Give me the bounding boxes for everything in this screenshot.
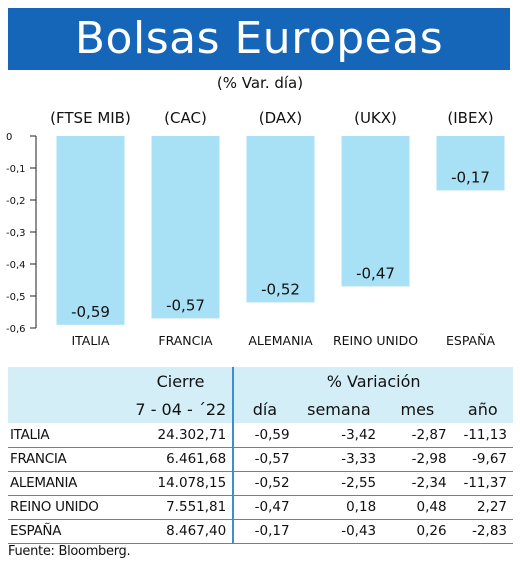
bar-value-label: -0,57	[166, 296, 205, 314]
table-row: REINO UNIDO 7.551,81 -0,47 0,18 0,48 2,2…	[8, 495, 513, 520]
bar-value-label: -0,17	[451, 168, 490, 186]
bar-value-label: -0,59	[71, 303, 110, 321]
bar	[56, 136, 125, 325]
row-country: REINO UNIDO	[8, 495, 129, 520]
y-tick-label: -0,4	[6, 260, 26, 271]
table-subheader-row: 7 - 04 - ´22 día semana mes año	[8, 395, 513, 423]
bar	[246, 136, 315, 303]
row-semana: -3,42	[295, 423, 383, 448]
header-cierre: Cierre	[128, 367, 234, 395]
row-cierre: 8.467,40	[128, 519, 234, 544]
row-dia: -0,59	[232, 423, 296, 448]
table-row: ITALIA 24.302,71 -0,59 -3,42 -2,87 -11,1…	[8, 423, 513, 448]
row-semana: -0,43	[295, 519, 383, 544]
category-label: REINO UNIDO	[333, 333, 418, 348]
row-dia: -0,57	[232, 447, 296, 472]
header-dia: día	[232, 395, 296, 423]
y-tick-label: 0	[6, 132, 12, 143]
row-anio: -9,67	[452, 447, 513, 472]
row-anio: -2,83	[452, 519, 513, 544]
stock-table: Cierre % Variación 7 - 04 - ´22 día sema…	[8, 367, 513, 544]
chart-title-banner: Bolsas Europeas	[8, 8, 510, 70]
chart-subtitle: (% Var. día)	[216, 74, 304, 92]
table-row: ALEMANIA 14.078,15 -0,52 -2,55 -2,34 -11…	[8, 471, 513, 496]
index-label: (UKX)	[354, 109, 397, 127]
row-mes: 0,48	[382, 495, 453, 520]
row-dia: -0,17	[232, 519, 296, 544]
row-mes: -2,98	[382, 447, 453, 472]
y-tick-label: -0,5	[6, 292, 26, 303]
header-anio: año	[452, 395, 513, 423]
header-date: 7 - 04 - ´22	[128, 395, 234, 423]
row-cierre: 14.078,15	[128, 471, 234, 496]
row-semana: 0,18	[295, 495, 383, 520]
row-cierre: 24.302,71	[128, 423, 234, 448]
y-tick-label: -0,6	[6, 324, 26, 335]
bar-value-label: -0,52	[261, 280, 300, 298]
row-country: ESPAÑA	[8, 519, 129, 544]
category-label: FRANCIA	[158, 333, 213, 348]
index-label: (DAX)	[259, 109, 303, 127]
bar-chart: 0 -0,1 -0,2 -0,3 -0,4 -0,5 -0,6 (FTSE MIB) -0,59…	[6, 109, 505, 348]
row-cierre: 6.461,68	[128, 447, 234, 472]
row-mes: 0,26	[382, 519, 453, 544]
y-tick-label: -0,1	[6, 164, 26, 175]
index-label: (FTSE MIB)	[50, 109, 131, 127]
row-dia: -0,47	[232, 495, 296, 520]
table-corner-2	[8, 395, 129, 423]
table-row: FRANCIA 6.461,68 -0,57 -3,33 -2,98 -9,67	[8, 447, 513, 472]
row-country: FRANCIA	[8, 447, 129, 472]
y-tick-label: -0,2	[6, 196, 26, 207]
row-country: ITALIA	[8, 423, 129, 448]
row-cierre: 7.551,81	[128, 495, 234, 520]
y-tick-label: -0,3	[6, 228, 26, 239]
bar	[151, 136, 220, 319]
row-country: ALEMANIA	[8, 471, 129, 496]
row-semana: -3,33	[295, 447, 383, 472]
row-anio: -11,13	[452, 423, 513, 448]
bar	[436, 136, 505, 191]
row-mes: -2,87	[382, 423, 453, 448]
index-label: (IBEX)	[447, 109, 493, 127]
bar	[341, 136, 410, 287]
source-note: Fuente: Bloomberg.	[8, 544, 131, 559]
index-label: (CAC)	[164, 109, 207, 127]
category-label: ALEMANIA	[248, 333, 313, 348]
row-mes: -2,34	[382, 471, 453, 496]
category-label: ITALIA	[71, 333, 110, 348]
header-variacion: % Variación	[232, 367, 513, 395]
category-label: ESPAÑA	[446, 333, 495, 348]
bar-value-label: -0,47	[356, 264, 395, 282]
table-header-row: Cierre % Variación	[8, 367, 513, 395]
table-corner	[8, 367, 129, 395]
row-dia: -0,52	[232, 471, 296, 496]
row-anio: -11,37	[452, 471, 513, 496]
table-row: ESPAÑA 8.467,40 -0,17 -0,43 0,26 -2,83	[8, 519, 513, 544]
row-semana: -2,55	[295, 471, 383, 496]
header-semana: semana	[295, 395, 383, 423]
header-mes: mes	[382, 395, 453, 423]
row-anio: 2,27	[452, 495, 513, 520]
